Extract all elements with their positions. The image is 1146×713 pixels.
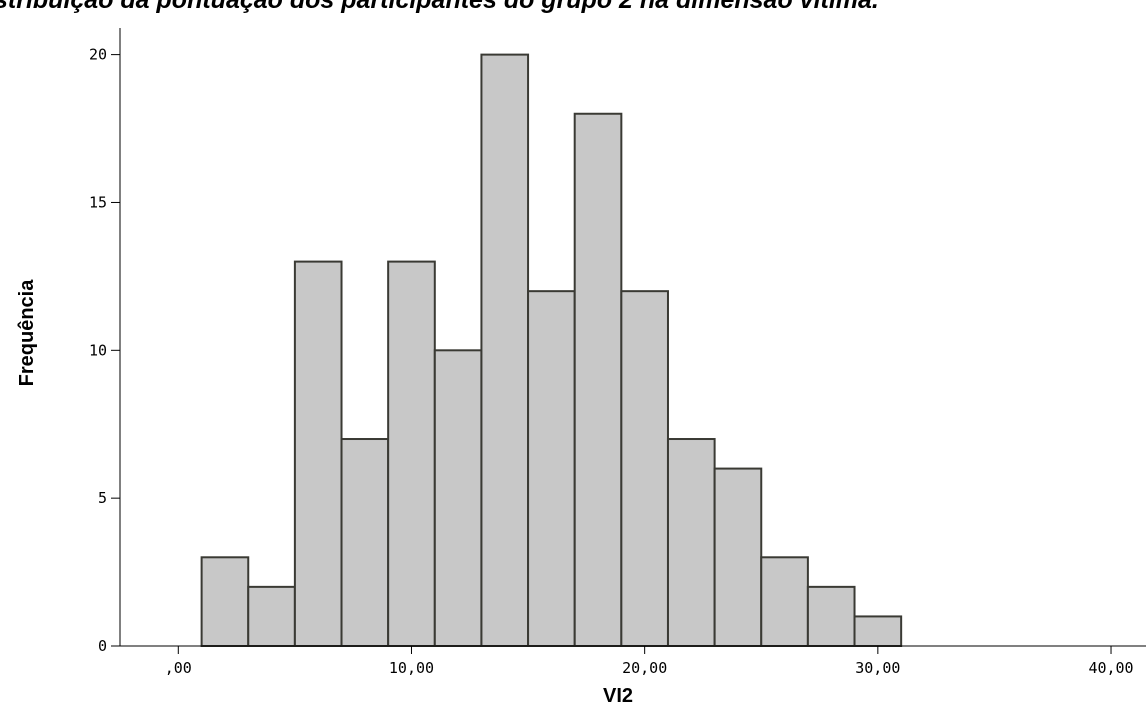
- histogram-bar: [853, 615, 903, 647]
- y-tick-label: 5: [98, 489, 107, 507]
- x-axis-label: VI2: [603, 685, 633, 707]
- y-axis-label: Frequência: [16, 279, 38, 387]
- x-tick-label: ,00: [165, 659, 192, 677]
- histogram-bar: [620, 290, 669, 647]
- y-tick-label: 10: [89, 341, 107, 359]
- y-tick-label: 0: [98, 637, 107, 655]
- histogram-bar: [713, 467, 763, 648]
- x-ticks-group: ,00 10,00 20,00 30,00 40,00: [165, 646, 1134, 677]
- x-tick-label: 40,00: [1088, 659, 1133, 677]
- histogram-bar: [247, 585, 296, 648]
- x-tick-label: 30,00: [855, 659, 900, 677]
- histogram-bar: [573, 112, 623, 647]
- y-tick-label: 15: [89, 193, 107, 211]
- y-ticks-group: 0 5 10 15 20: [89, 46, 120, 655]
- histogram-bar: [340, 438, 390, 647]
- histogram-bar: [806, 585, 856, 648]
- x-tick-label: 10,00: [389, 659, 434, 677]
- histogram-bar: [480, 53, 530, 648]
- histogram-bar: [666, 438, 716, 647]
- histogram-bar: [293, 260, 343, 647]
- x-tick-label: 20,00: [622, 659, 667, 677]
- histogram-bar: [760, 556, 809, 648]
- y-tick-label: 20: [89, 46, 107, 64]
- bars-group: [200, 53, 903, 648]
- histogram-bar: [433, 349, 483, 647]
- histogram-bar: [527, 290, 576, 647]
- histogram-bar: [387, 260, 436, 647]
- figure-caption: stribuição da pontuação dos participante…: [0, 0, 879, 14]
- histogram-bar: [200, 556, 250, 648]
